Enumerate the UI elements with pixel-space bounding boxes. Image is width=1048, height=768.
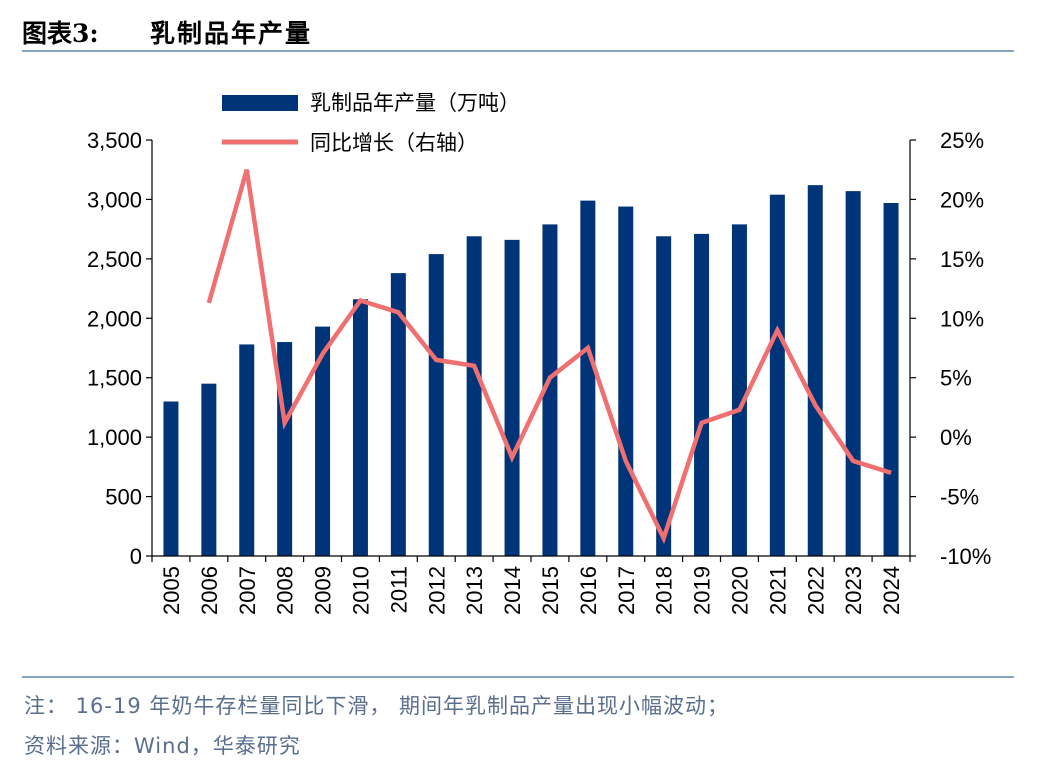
x-tick-label: 2005 xyxy=(159,566,184,615)
x-tick-label: 2008 xyxy=(273,566,298,615)
x-tick-label: 2012 xyxy=(424,566,449,615)
x-tick-label: 2019 xyxy=(690,566,715,615)
bar-2013 xyxy=(466,236,482,556)
top-divider xyxy=(22,50,1014,52)
bar-2020 xyxy=(731,224,747,557)
bar-2017 xyxy=(618,206,634,556)
right-tick-label: 25% xyxy=(940,128,984,153)
legend: 乳制品年产量（万吨） 同比增长（右轴） xyxy=(222,92,520,155)
x-tick-label: 2010 xyxy=(348,566,373,615)
x-tick-label: 2023 xyxy=(841,566,866,615)
bar-2006 xyxy=(201,383,217,556)
left-tick-label: 1,500 xyxy=(87,366,142,391)
legend-bar-label: 乳制品年产量（万吨） xyxy=(310,92,520,115)
x-tick-label: 2015 xyxy=(538,566,563,615)
bar-2021 xyxy=(769,194,785,556)
chart-title: 乳制品年产量 xyxy=(150,19,313,48)
left-tick-label: 500 xyxy=(105,485,142,510)
bar-2014 xyxy=(504,239,520,556)
right-tick-label: -10% xyxy=(940,544,991,569)
x-tick-label: 2020 xyxy=(727,566,752,615)
x-tick-label: 2022 xyxy=(803,566,828,615)
x-tick-label: 2016 xyxy=(576,566,601,615)
right-tick-label: 20% xyxy=(940,187,984,212)
x-tick-label: 2017 xyxy=(614,566,639,615)
left-tick-label: 0 xyxy=(130,544,142,569)
bar-2009 xyxy=(315,326,331,556)
left-tick-label: 1,000 xyxy=(87,425,142,450)
bar-2022 xyxy=(807,185,823,556)
bar-2023 xyxy=(845,191,861,556)
x-tick-label: 2013 xyxy=(462,566,487,615)
bar-2016 xyxy=(580,200,596,557)
bottom-divider xyxy=(22,676,1014,678)
bar-2015 xyxy=(542,224,558,557)
legend-bar-swatch xyxy=(222,95,298,111)
bar-2024 xyxy=(883,202,899,556)
x-tick-label: 2021 xyxy=(765,566,790,615)
bar-2019 xyxy=(694,233,710,556)
bar-2005 xyxy=(163,401,179,556)
bar-2018 xyxy=(656,236,672,556)
x-tick-label: 2006 xyxy=(197,566,222,615)
footnote: 注： 16-19 年奶牛存栏量同比下滑， 期间年乳制品产量出现小幅波动； xyxy=(24,694,730,718)
x-tick-label: 2018 xyxy=(652,566,677,615)
bar-series xyxy=(163,185,899,557)
figure-title: 图表3: 乳制品年产量 xyxy=(22,8,1022,48)
x-tick-label: 2014 xyxy=(500,566,525,615)
source-note: 资料来源：Wind，华泰研究 xyxy=(24,734,301,758)
right-tick-label: 15% xyxy=(940,247,984,272)
left-tick-label: 2,000 xyxy=(87,306,142,331)
x-tick-label: 2007 xyxy=(235,566,260,615)
axes: 0 500 1,000 1,500 2,000 2,500 3,000 3,500 -10% -5… xyxy=(87,128,991,615)
right-tick-label: 0% xyxy=(940,425,972,450)
legend-line-label: 同比增长（右轴） xyxy=(310,132,478,155)
left-tick-label: 3,000 xyxy=(87,187,142,212)
bar-2011 xyxy=(390,273,406,556)
bar-2007 xyxy=(239,344,255,556)
left-tick-label: 2,500 xyxy=(87,247,142,272)
right-tick-label: -5% xyxy=(940,485,979,510)
line-series xyxy=(206,169,892,545)
x-tick-label: 2024 xyxy=(879,566,904,615)
right-tick-label: 5% xyxy=(940,366,972,391)
bar-2012 xyxy=(428,254,444,557)
x-tick-label: 2011 xyxy=(386,566,411,613)
chart-canvas: 0 500 1,000 1,500 2,000 2,500 3,000 3,500 -10% -5… xyxy=(87,92,991,615)
figure-label: 图表3: xyxy=(22,19,99,48)
x-tick-label: 2009 xyxy=(311,566,336,615)
bar-2010 xyxy=(352,299,368,556)
right-tick-label: 10% xyxy=(940,306,984,331)
left-tick-label: 3,500 xyxy=(87,128,142,153)
